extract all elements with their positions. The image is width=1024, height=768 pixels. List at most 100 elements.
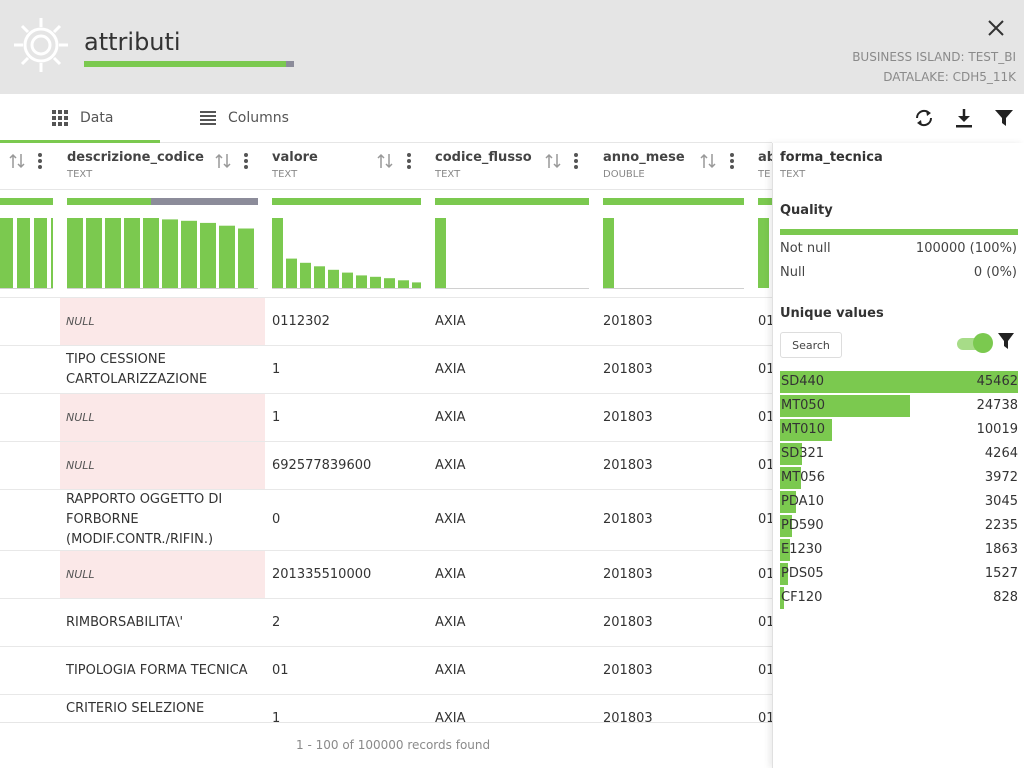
panel-column-type: TEXT <box>780 169 806 180</box>
table-cell-null[interactable]: NULL <box>60 442 265 489</box>
table-cell[interactable]: AXIA <box>435 614 466 630</box>
table-cell[interactable]: 01 <box>758 361 772 377</box>
table-cell-null[interactable]: NULL <box>60 394 265 441</box>
column-header-anno-mese[interactable]: anno_mese DOUBLE <box>596 143 751 190</box>
sort-icon[interactable] <box>377 152 393 170</box>
histogram-bar <box>328 269 339 288</box>
sun-gear-logo-icon <box>14 18 68 72</box>
column-menu-icon[interactable] <box>729 152 735 170</box>
title-progress-bar <box>84 61 294 67</box>
table-cell[interactable]: AXIA <box>435 566 466 582</box>
column-menu-icon[interactable] <box>573 152 579 170</box>
unique-value-bar <box>780 395 910 417</box>
table-cell[interactable]: 1 <box>272 711 281 722</box>
table-cell[interactable]: 01 <box>758 566 772 582</box>
table-cell[interactable]: 201803 <box>603 711 653 722</box>
table-cell[interactable]: 01 <box>758 512 772 527</box>
table-cell[interactable]: CRITERIO SELEZIONE <box>66 701 205 716</box>
table-cell[interactable]: 201803 <box>603 512 653 527</box>
table-cell[interactable]: 201803 <box>603 662 653 678</box>
column-header-codice-flusso[interactable]: codice_flusso TEXT <box>428 143 596 190</box>
sort-icon[interactable] <box>9 152 25 170</box>
table-cell[interactable]: AXIA <box>435 409 466 425</box>
not-null-label: Not null <box>780 241 831 256</box>
filter-icon[interactable] <box>997 331 1015 351</box>
unique-value-row[interactable]: MT050 24738 <box>780 395 1018 417</box>
column-detail-panel: forma_tecnica TEXT Quality Not null 1000… <box>772 143 1024 768</box>
table-cell[interactable]: 01 <box>758 614 772 630</box>
table-cell[interactable]: 201803 <box>603 313 653 329</box>
table-cell[interactable]: AXIA <box>435 512 466 527</box>
unique-value-row[interactable]: CF120 828 <box>780 587 1018 609</box>
tab-data[interactable]: Data <box>52 94 113 142</box>
column-menu-icon[interactable] <box>243 152 249 170</box>
histogram-bar <box>758 218 769 288</box>
unique-value-bar <box>780 491 796 513</box>
table-cell[interactable]: 0 <box>272 512 281 527</box>
table-cell[interactable]: 2 <box>272 614 281 630</box>
unique-value-count: 828 <box>993 590 1018 605</box>
histogram-ab-partial <box>758 218 769 288</box>
tab-columns[interactable]: Columns <box>200 94 289 142</box>
column-header-ab-partial[interactable]: ab TE <box>751 143 772 190</box>
table-cell[interactable]: 01 <box>758 457 772 473</box>
toggle-switch[interactable] <box>957 333 995 353</box>
column-name: ab <box>758 150 772 165</box>
table-cell[interactable]: AXIA <box>435 361 466 377</box>
table-cell[interactable]: 0112302 <box>272 313 330 329</box>
table-cell[interactable]: 01 <box>758 662 772 678</box>
unique-value-row[interactable]: PDA10 3045 <box>780 491 1018 513</box>
table-cell[interactable]: TIPOLOGIA FORMA TECNICA <box>66 662 248 678</box>
column-menu-icon[interactable] <box>37 152 43 170</box>
sort-icon[interactable] <box>545 152 561 170</box>
table-cell-null[interactable]: NULL <box>60 298 265 345</box>
table-cell[interactable]: 201803 <box>603 457 653 473</box>
unique-value-row[interactable]: E1230 1863 <box>780 539 1018 561</box>
table-cell[interactable]: RAPPORTO OGGETTO DI FORBORNE (MODIF.CONT… <box>66 492 223 547</box>
unique-value-row[interactable]: PDS05 1527 <box>780 563 1018 585</box>
table-cell[interactable]: 692577839600 <box>272 457 372 473</box>
refresh-icon[interactable] <box>913 107 935 129</box>
unique-value-label: PDS05 <box>781 566 824 581</box>
quality-bar <box>0 198 53 205</box>
filter-icon[interactable] <box>993 107 1015 129</box>
table-cell[interactable]: AXIA <box>435 457 466 473</box>
table-cell[interactable]: 01 <box>758 313 772 329</box>
table-cell[interactable]: 1 <box>272 409 281 425</box>
table-cell[interactable]: 201803 <box>603 614 653 630</box>
histogram-bar <box>238 228 254 288</box>
histogram-bar <box>67 218 83 288</box>
unique-value-row[interactable]: SD440 45462 <box>780 371 1018 393</box>
table-cell[interactable]: AXIA <box>435 313 466 329</box>
sort-icon[interactable] <box>215 152 231 170</box>
unique-value-row[interactable]: PD590 2235 <box>780 515 1018 537</box>
table-cell[interactable]: 201335510000 <box>272 566 372 582</box>
column-type: DOUBLE <box>603 169 645 180</box>
column-type: TEXT <box>435 169 461 180</box>
not-null-row: Not null 100000 (100%) <box>780 241 1017 256</box>
column-menu-icon[interactable] <box>406 152 412 170</box>
histogram-bar <box>143 218 159 288</box>
table-cell[interactable]: 01 <box>272 662 289 678</box>
sort-icon[interactable] <box>700 152 716 170</box>
table-cell[interactable]: RIMBORSABILITA\' <box>66 614 184 630</box>
table-cell[interactable]: 1 <box>272 361 281 377</box>
table-cell-null[interactable]: NULL <box>60 551 265 598</box>
table-cell[interactable]: 01 <box>758 711 772 722</box>
download-icon[interactable] <box>953 107 975 129</box>
table-cell[interactable]: 201803 <box>603 409 653 425</box>
histogram-bar <box>181 220 197 288</box>
search-button[interactable]: Search <box>780 332 842 358</box>
table-cell[interactable]: AXIA <box>435 711 466 722</box>
unique-value-row[interactable]: MT056 3972 <box>780 467 1018 489</box>
table-cell[interactable]: 201803 <box>603 361 653 377</box>
close-icon[interactable] <box>986 18 1006 38</box>
unique-value-row[interactable]: MT010 10019 <box>780 419 1018 441</box>
table-cell[interactable]: 01 <box>758 409 772 425</box>
column-header-descrizione-codice[interactable]: descrizione_codice TEXT <box>60 143 265 190</box>
table-cell[interactable]: AXIA <box>435 662 466 678</box>
unique-value-row[interactable]: SD321 4264 <box>780 443 1018 465</box>
table-cell[interactable]: 201803 <box>603 566 653 582</box>
column-header-valore[interactable]: valore TEXT <box>265 143 428 190</box>
table-cell[interactable]: TIPO CESSIONE CARTOLARIZZAZIONE <box>66 351 208 387</box>
